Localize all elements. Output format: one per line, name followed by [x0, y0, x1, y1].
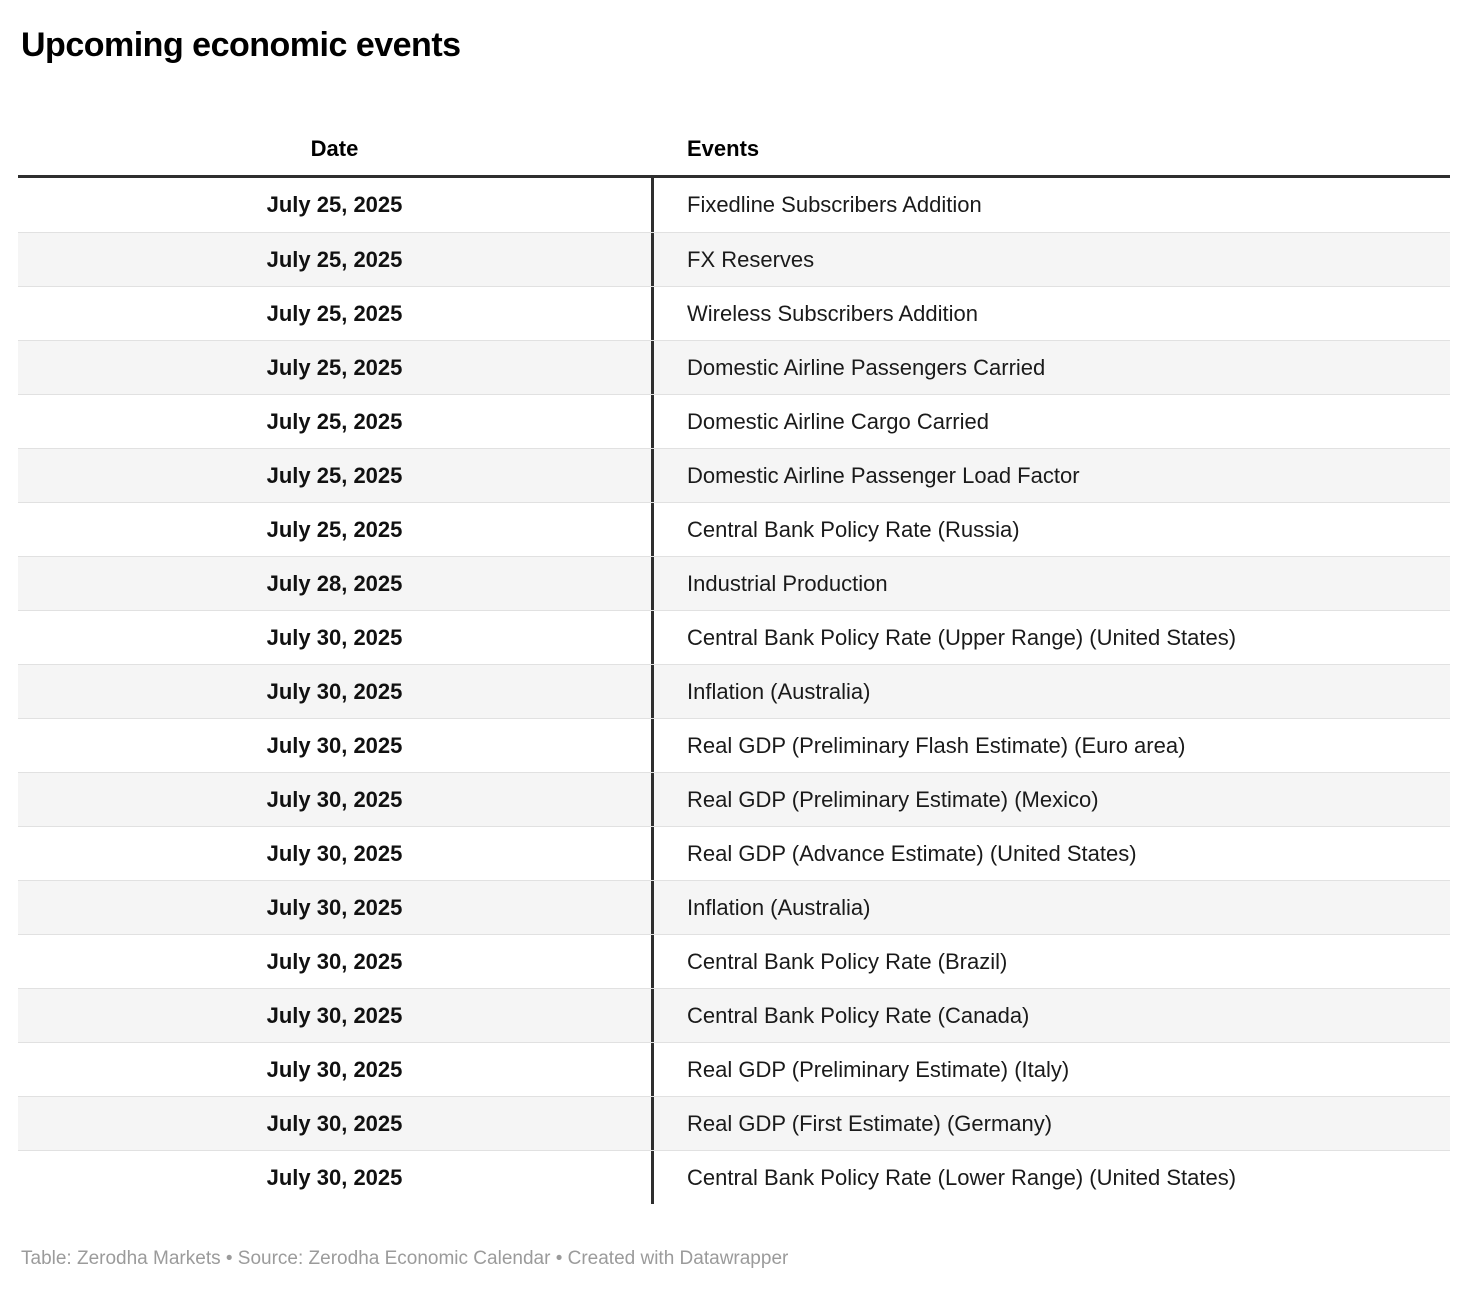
event-cell: Real GDP (Advance Estimate) (United Stat…: [651, 827, 1450, 880]
table-body: July 25, 2025 Fixedline Subscribers Addit…: [18, 178, 1450, 1204]
date-cell: July 30, 2025: [266, 1002, 403, 1028]
event-cell: Central Bank Policy Rate (Russia): [651, 503, 1450, 556]
table-row: July 30, 2025 Real GDP (First Estimate) (…: [18, 1096, 1450, 1150]
date-cell: July 30, 2025: [266, 840, 403, 866]
event-cell: Central Bank Policy Rate (Brazil): [651, 935, 1450, 988]
table-row: July 30, 2025 Real GDP (Preliminary Flash…: [18, 718, 1450, 772]
table-row: July 25, 2025 Domestic Airline Passengers…: [18, 340, 1450, 394]
table-row: July 30, 2025 Central Bank Policy Rate (C…: [18, 988, 1450, 1042]
event-cell: Industrial Production: [651, 557, 1450, 610]
event-cell: Domestic Airline Passengers Carried: [651, 341, 1450, 394]
table-row: July 30, 2025 Real GDP (Preliminary Estim…: [18, 1042, 1450, 1096]
event-cell: Real GDP (Preliminary Estimate) (Mexico): [651, 773, 1450, 826]
date-cell: July 25, 2025: [266, 192, 403, 217]
economic-events-table: Date Events July 25, 2025 Fixedline Subsc…: [18, 122, 1450, 1204]
event-cell: Real GDP (First Estimate) (Germany): [651, 1097, 1450, 1150]
column-header-events: Events: [687, 135, 760, 161]
date-cell: July 25, 2025: [266, 462, 403, 488]
table-row: July 25, 2025 FX Reserves: [18, 232, 1450, 286]
event-cell: Domestic Airline Passenger Load Factor: [651, 449, 1450, 502]
table-row: July 30, 2025 Real GDP (Preliminary Estim…: [18, 772, 1450, 826]
table-row: July 28, 2025 Industrial Production: [18, 556, 1450, 610]
event-cell: Wireless Subscribers Addition: [651, 287, 1450, 340]
event-cell: FX Reserves: [651, 233, 1450, 286]
date-cell: July 30, 2025: [266, 1110, 403, 1136]
table-row: July 25, 2025 Domestic Airline Cargo Carr…: [18, 394, 1450, 448]
column-header-date: Date: [310, 135, 359, 161]
date-cell: July 30, 2025: [266, 678, 403, 704]
date-cell: July 25, 2025: [266, 516, 403, 542]
date-cell: July 30, 2025: [266, 732, 403, 758]
table-header-row: Date Events: [18, 122, 1450, 178]
event-cell: Real GDP (Preliminary Estimate) (Italy): [651, 1043, 1450, 1096]
event-cell: Inflation (Australia): [651, 881, 1450, 934]
date-cell: July 30, 2025: [266, 786, 403, 812]
date-cell: July 25, 2025: [266, 408, 403, 434]
date-cell: July 25, 2025: [266, 246, 403, 272]
table-row: July 25, 2025 Wireless Subscribers Additi…: [18, 286, 1450, 340]
date-cell: July 30, 2025: [266, 1056, 403, 1082]
table-row: July 30, 2025 Central Bank Policy Rate (L…: [18, 1150, 1450, 1204]
table-row: July 25, 2025 Central Bank Policy Rate (R…: [18, 502, 1450, 556]
date-cell: July 28, 2025: [266, 570, 403, 596]
event-cell: Central Bank Policy Rate (Lower Range) (…: [651, 1151, 1450, 1204]
table-row: July 30, 2025 Inflation (Australia): [18, 880, 1450, 934]
table-row: July 30, 2025 Real GDP (Advance Estimate)…: [18, 826, 1450, 880]
date-cell: July 30, 2025: [266, 1164, 403, 1190]
date-cell: July 25, 2025: [266, 300, 403, 326]
table-row: July 25, 2025 Fixedline Subscribers Addit…: [18, 178, 1450, 232]
event-cell: Fixedline Subscribers Addition: [651, 178, 1450, 232]
date-cell: July 30, 2025: [266, 894, 403, 920]
event-cell: Real GDP (Preliminary Flash Estimate) (E…: [651, 719, 1450, 772]
table-row: July 30, 2025 Inflation (Australia): [18, 664, 1450, 718]
footer-attribution: Table: Zerodha Markets • Source: Zerodha…: [21, 1248, 789, 1269]
date-cell: July 30, 2025: [266, 948, 403, 974]
event-cell: Central Bank Policy Rate (Canada): [651, 989, 1450, 1042]
date-cell: July 30, 2025: [266, 624, 403, 650]
date-cell: July 25, 2025: [266, 354, 403, 380]
event-cell: Inflation (Australia): [651, 665, 1450, 718]
page-title: Upcoming economic events: [21, 26, 461, 64]
event-cell: Central Bank Policy Rate (Upper Range) (…: [651, 611, 1450, 664]
table-row: July 25, 2025 Domestic Airline Passenger …: [18, 448, 1450, 502]
event-cell: Domestic Airline Cargo Carried: [651, 395, 1450, 448]
table-row: July 30, 2025 Central Bank Policy Rate (B…: [18, 934, 1450, 988]
table-row: July 30, 2025 Central Bank Policy Rate (U…: [18, 610, 1450, 664]
